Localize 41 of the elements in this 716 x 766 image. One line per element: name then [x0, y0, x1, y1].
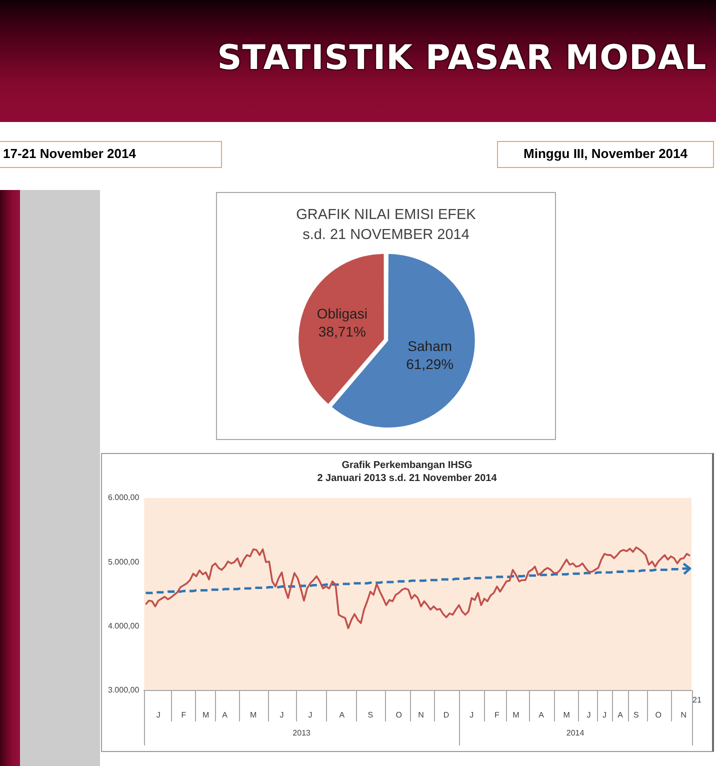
slice-label: Saham [408, 338, 452, 354]
text: 2014 [566, 728, 585, 738]
x-tick-label: J [308, 710, 312, 720]
x-tick-label: A [618, 710, 624, 720]
x-tick-label: N [680, 710, 687, 720]
x-tick-label: F [494, 710, 500, 720]
text: 17-21 November 2014 [0, 141, 222, 168]
x-tick-label: J [156, 710, 160, 720]
x-tick-label: J [470, 710, 474, 720]
chart-subtitle: 2 Januari 2013 s.d. 21 November 2014 [316, 472, 498, 485]
x-tick-label: D [443, 710, 450, 720]
x-tick-label: S [634, 710, 639, 720]
text: 2013 [292, 728, 312, 738]
chart-title: GRAFIK NILAI EMISI EFEK [295, 206, 477, 225]
x-tick-label: O [655, 710, 662, 720]
x-tick-label: M [563, 710, 570, 720]
x-tick-label: M [250, 710, 257, 720]
y-tick-label: 3.000,00 [108, 686, 140, 695]
x-tick-label: O [396, 710, 402, 720]
chart-subtitle: s.d. 21 NOVEMBER 2014 [302, 226, 470, 245]
x-tick-label: J [586, 710, 591, 720]
x-tick-label: N [418, 710, 424, 720]
text: Minggu III, November 2014 [497, 141, 714, 168]
x-tick-label: M [512, 710, 520, 720]
x-tick-label: A [339, 710, 346, 720]
x-tick-label: A [222, 710, 228, 720]
x-tick-label: S [368, 710, 374, 720]
x-tick-label: M [202, 710, 210, 720]
data-label: 38,71% [318, 324, 366, 340]
x-tick-label: J [602, 710, 607, 720]
chart-title: Grafik Perkembangan IHSG [340, 459, 474, 472]
y-tick-label: 4.000,00 [108, 621, 140, 630]
data-label: 61,29% [406, 356, 454, 372]
text: 21 [692, 696, 702, 705]
x-tick-label: A [538, 710, 545, 720]
y-tick-label: 5.000,00 [108, 557, 140, 566]
slice-label: Obligasi [316, 306, 368, 322]
x-tick-label: J [280, 710, 284, 720]
y-tick-label: 6.000,00 [108, 493, 140, 502]
x-tick-label: F [181, 710, 186, 720]
text: STATISTIK PASAR MODAL [216, 38, 708, 78]
